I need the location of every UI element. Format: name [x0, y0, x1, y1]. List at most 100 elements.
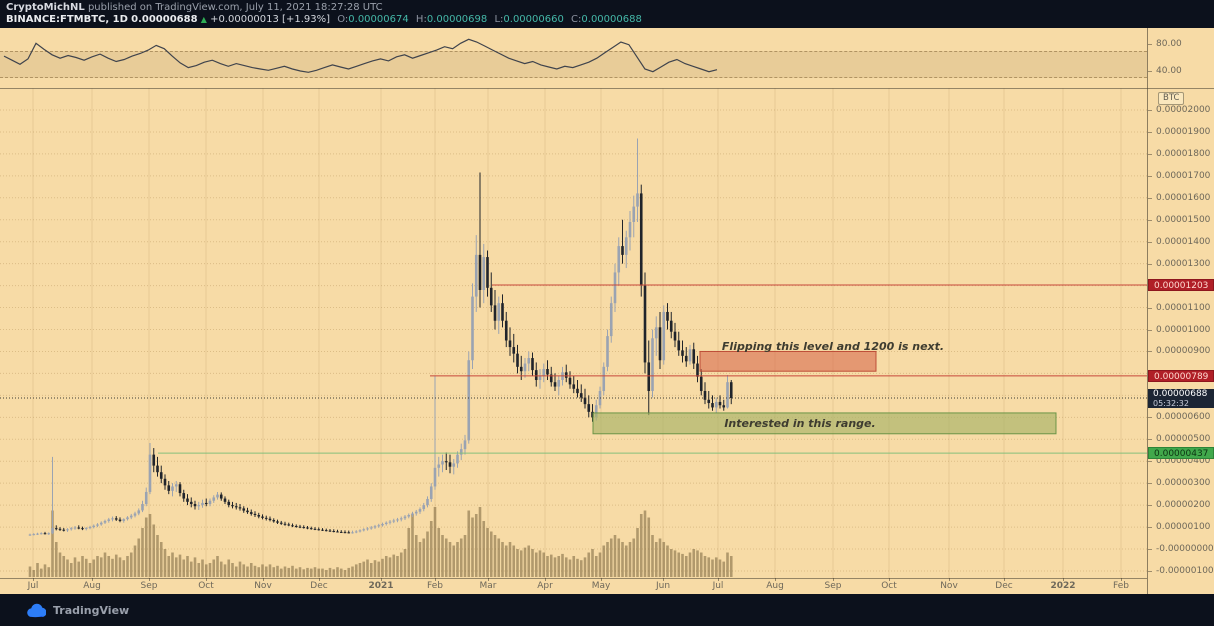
candle-body: [351, 532, 354, 534]
time-axis-tick: [775, 578, 776, 581]
time-axis-label: Nov: [254, 581, 272, 591]
volume-bar: [493, 535, 497, 577]
price-level-label-789: 0.00000789: [1148, 369, 1214, 382]
volume-bar: [118, 557, 122, 577]
volume-bar: [272, 567, 276, 577]
price-axis-tick: 0.00000500: [1148, 434, 1214, 444]
time-axis-label: Aug: [83, 581, 101, 591]
candle-body: [523, 363, 527, 372]
candle-body: [204, 502, 208, 505]
candle-body: [122, 519, 126, 521]
candle-body: [306, 527, 309, 529]
candle-body: [722, 405, 726, 408]
candle-body: [73, 527, 77, 529]
candle-body: [261, 516, 264, 518]
brand-name: TradingView: [53, 603, 130, 617]
volume-bar: [531, 549, 534, 577]
price-level-label-437: 0.00000437: [1148, 447, 1214, 460]
volume-bar: [681, 553, 684, 577]
candle-body: [471, 296, 474, 361]
volume-bar: [328, 567, 332, 577]
volume-bar: [107, 556, 111, 577]
rsi-pane[interactable]: [0, 28, 1147, 88]
volume-bar: [497, 538, 501, 577]
volume-bar: [324, 570, 328, 577]
volume-bar: [313, 567, 317, 577]
volume-bar: [628, 542, 632, 577]
drawing-text-range[interactable]: Interested in this range.: [724, 417, 876, 430]
candle-body: [358, 530, 362, 532]
time-axis-label: Oct: [198, 581, 214, 591]
volume-bar: [561, 553, 564, 577]
volume-bar: [482, 521, 486, 577]
volume-bar: [137, 538, 141, 577]
time-axis-tick: [488, 578, 489, 581]
volume-bar: [504, 545, 508, 577]
volume-bar: [384, 556, 388, 577]
candle-body: [362, 529, 366, 531]
volume-bar: [276, 565, 279, 577]
volume-bar: [362, 561, 366, 577]
candle-body: [313, 528, 317, 530]
volume-bar: [43, 564, 47, 577]
volume-bar: [692, 549, 696, 577]
candle-body: [178, 484, 182, 494]
candle-body: [538, 375, 542, 380]
volume-bar: [212, 559, 216, 577]
volume-bar: [208, 563, 212, 577]
volume-bar: [392, 554, 396, 577]
volume-bar: [707, 557, 711, 577]
candle-body: [557, 380, 561, 387]
candle-body: [444, 461, 448, 463]
tradingview-logo-icon[interactable]: [26, 603, 46, 618]
volume-bar: [84, 558, 88, 577]
price-pane[interactable]: [0, 88, 1147, 578]
candle-body: [456, 454, 459, 464]
chart-canvas[interactable]: [0, 28, 1147, 578]
volume-bar: [658, 538, 662, 577]
volume-bar: [317, 568, 321, 577]
volume-bar: [399, 552, 403, 577]
volume-bar: [126, 556, 129, 577]
candle-body: [512, 347, 516, 354]
candle-body: [583, 397, 587, 405]
time-axis-tick: [33, 578, 34, 581]
volume-bar: [643, 510, 647, 577]
candle-body: [617, 246, 621, 273]
pane-separator[interactable]: [0, 88, 1214, 89]
candle-body: [669, 320, 673, 332]
volume-bar: [673, 550, 677, 577]
candle-body: [403, 516, 407, 519]
candle-body: [77, 527, 81, 529]
candle-body: [654, 327, 658, 339]
drawing-text-flip-level[interactable]: Flipping this level and 1200 is next.: [721, 340, 945, 353]
candle-body: [107, 519, 111, 521]
resistance-zone[interactable]: [699, 350, 877, 372]
time-axis[interactable]: Jul Aug Sep Oct Nov Dec 2021 Feb Mar Apr May Jun Jul…: [0, 578, 1214, 594]
candle-body: [317, 529, 321, 531]
candle-body: [347, 532, 351, 534]
candle-body: [632, 206, 636, 222]
symbol-title: BINANCE:FTMBTC, 1D: [6, 14, 128, 25]
volume-bar: [351, 566, 354, 577]
volume-bar: [178, 554, 182, 577]
volume-bar: [677, 552, 681, 577]
volume-bar: [729, 556, 733, 577]
volume-bar: [617, 538, 621, 577]
accumulation-zone[interactable]: [592, 412, 1057, 435]
time-axis-tick: [319, 578, 320, 581]
low-value: 0.00000660: [503, 14, 564, 25]
volume-bar: [96, 556, 99, 577]
candle-body: [354, 531, 358, 533]
candle-body: [658, 327, 662, 361]
up-arrow-icon: ▲: [200, 15, 207, 24]
volume-bar: [606, 542, 609, 577]
candle-body: [587, 404, 591, 412]
price-axis[interactable]: BTC 0.00001203 0.00000789 0.00000437 0.0…: [1147, 28, 1214, 594]
candle-body: [639, 193, 643, 286]
time-axis-label: Nov: [940, 581, 958, 591]
candle-body: [291, 525, 294, 527]
candle-body: [283, 523, 287, 525]
volume-bar: [463, 535, 467, 577]
volume-bar: [174, 557, 178, 577]
